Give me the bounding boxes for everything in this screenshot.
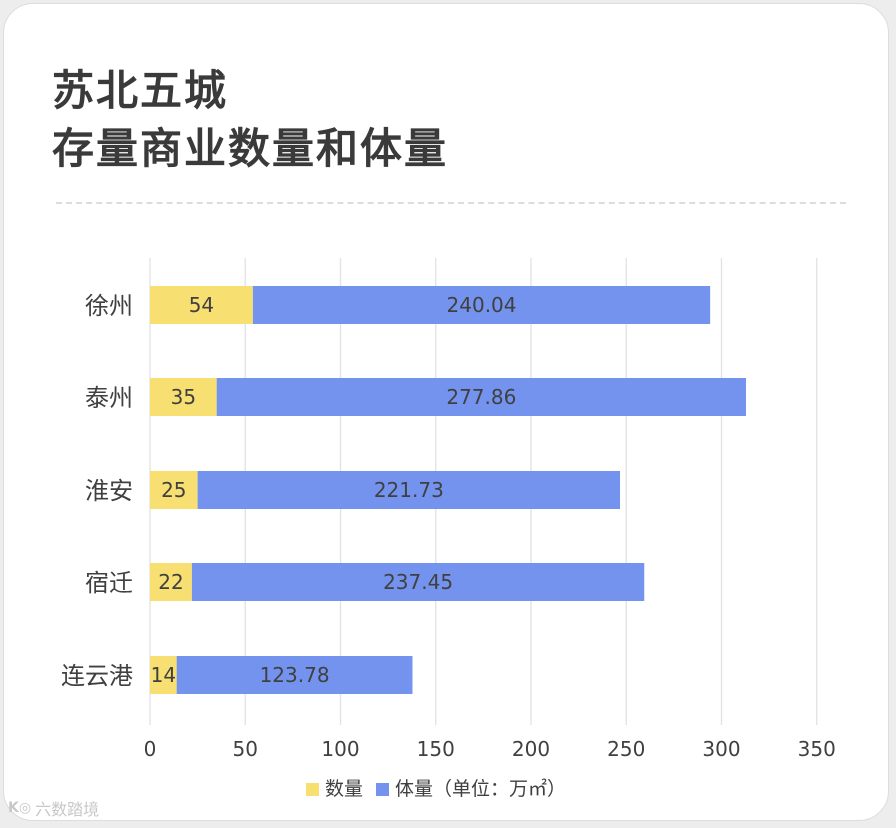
x-tick-label: 0	[144, 737, 157, 761]
x-tick-label: 200	[512, 737, 550, 761]
y-category-label: 泰州	[85, 384, 133, 412]
data-label-count: 25	[161, 478, 186, 502]
legend-swatch-count	[306, 783, 319, 796]
data-label-volume: 123.78	[260, 663, 330, 687]
x-tick-label: 350	[798, 737, 836, 761]
data-label-volume: 240.04	[447, 293, 517, 317]
y-category-label: 连云港	[61, 662, 133, 690]
title-line-1: 苏北五城	[52, 66, 229, 115]
x-tick-label: 300	[702, 737, 740, 761]
data-label-count: 14	[151, 663, 176, 687]
data-label-count: 54	[189, 293, 214, 317]
x-tick-label: 50	[233, 737, 258, 761]
bar-volume	[252, 286, 711, 324]
bar-count	[150, 563, 192, 601]
bar-count	[150, 286, 253, 324]
x-tick-label: 100	[321, 737, 359, 761]
legend-label-volume: 体量（单位：万㎡）	[395, 777, 566, 800]
bar-volume	[176, 656, 413, 694]
bar-volume	[197, 471, 621, 509]
legend-label-count: 数量	[325, 778, 363, 800]
bar-volume	[216, 378, 746, 416]
watermark-logo-icon: K◎	[8, 800, 32, 816]
data-label-volume: 237.45	[383, 570, 453, 594]
data-label-volume: 277.86	[446, 385, 516, 409]
bar-volume	[191, 563, 645, 601]
y-category-label: 淮安	[85, 477, 133, 505]
data-label-count: 22	[158, 570, 183, 594]
title-line-2: 存量商业数量和体量	[52, 124, 449, 173]
data-label-volume: 221.73	[374, 478, 444, 502]
watermark-text: 六数踏境	[35, 800, 100, 819]
bar-count	[150, 471, 198, 509]
y-category-label: 徐州	[85, 292, 133, 320]
x-tick-label: 250	[607, 737, 645, 761]
title-divider	[56, 202, 846, 204]
x-tick-label: 150	[417, 737, 455, 761]
data-label-count: 35	[171, 385, 196, 409]
y-category-label: 宿迁	[85, 569, 133, 597]
watermark: K◎ 六数踏境	[8, 796, 99, 820]
bar-count	[150, 656, 177, 694]
bar-count	[150, 378, 217, 416]
chart-title: 苏北五城 存量商业数量和体量	[52, 62, 448, 178]
legend-swatch-volume	[376, 783, 389, 796]
